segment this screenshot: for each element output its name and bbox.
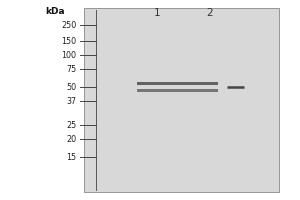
Text: 250: 250 [61,21,76,29]
Text: 15: 15 [66,152,76,162]
Bar [84,8,279,192]
Text: 75: 75 [66,64,76,73]
Bar [136,82,218,85]
Text: 37: 37 [66,97,76,106]
Text: 50: 50 [66,83,76,92]
Text: 2: 2 [207,8,213,18]
Text: 100: 100 [61,50,76,60]
Text: 20: 20 [66,134,76,144]
Bar [136,89,218,92]
Text: 1: 1 [154,8,161,18]
Text: kDa: kDa [46,6,65,16]
Text: 150: 150 [61,36,76,46]
Text: 25: 25 [66,120,76,130]
